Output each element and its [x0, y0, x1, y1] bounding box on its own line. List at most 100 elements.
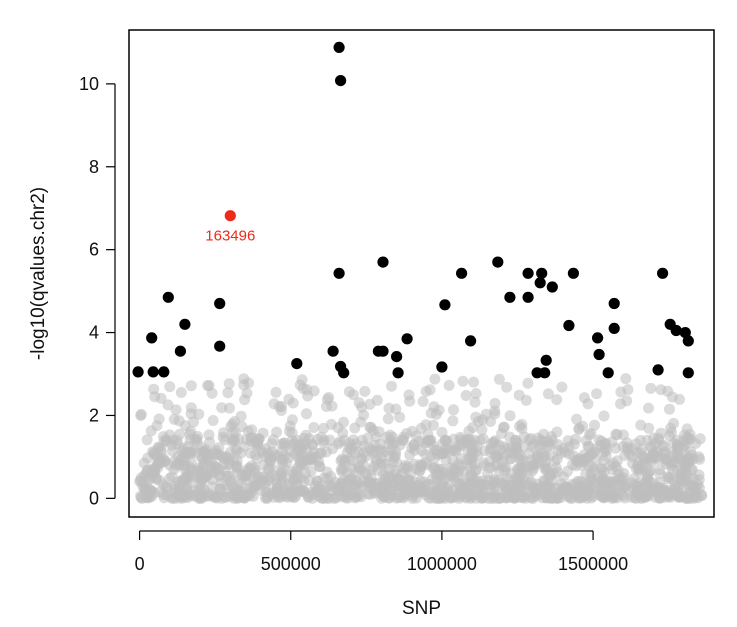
- background-point: [414, 465, 426, 477]
- background-point: [203, 429, 215, 441]
- significant-points: [132, 41, 694, 379]
- y-tick-label: 10: [79, 74, 99, 94]
- background-point: [308, 385, 320, 397]
- background-point: [674, 393, 685, 405]
- background-point: [208, 491, 220, 503]
- background-point: [573, 490, 585, 502]
- background-point: [175, 387, 187, 398]
- background-point: [615, 386, 627, 398]
- background-point: [663, 473, 674, 485]
- background-point: [644, 465, 656, 477]
- background-point: [135, 408, 147, 420]
- significant-point: [291, 358, 303, 370]
- background-point: [206, 481, 218, 493]
- background-point: [620, 373, 632, 385]
- y-tick-label: 2: [89, 405, 99, 425]
- significant-point: [335, 75, 347, 87]
- background-point: [223, 378, 235, 390]
- y-tick-label: 4: [89, 323, 99, 343]
- background-point: [570, 433, 582, 445]
- x-axis-title: SNP: [402, 598, 441, 619]
- background-point: [270, 386, 282, 398]
- significant-point: [539, 367, 551, 379]
- significant-point: [593, 348, 605, 361]
- background-point: [296, 485, 308, 497]
- background-point: [339, 434, 350, 446]
- background-point: [154, 486, 166, 498]
- background-point: [388, 475, 399, 486]
- background-point: [223, 470, 235, 482]
- background-point: [495, 477, 507, 489]
- background-point: [437, 477, 449, 489]
- significant-point: [392, 367, 404, 379]
- background-point: [504, 452, 516, 464]
- background-point: [400, 459, 411, 471]
- x-tick-label: 0: [135, 554, 145, 574]
- significant-point: [439, 299, 451, 311]
- background-point: [605, 485, 617, 497]
- background-point: [323, 392, 335, 403]
- background-point: [477, 485, 489, 497]
- background-point: [549, 456, 561, 467]
- background-point: [382, 413, 394, 425]
- background-point: [635, 419, 647, 431]
- background-point: [493, 439, 505, 451]
- background-point: [154, 455, 166, 467]
- background-point: [426, 473, 438, 485]
- background-point: [135, 492, 147, 504]
- background-point: [268, 398, 280, 410]
- background-point: [515, 455, 527, 467]
- background-point: [194, 482, 206, 494]
- significant-point: [162, 291, 174, 303]
- significant-point: [214, 340, 226, 352]
- background-point: [164, 429, 176, 441]
- background-point: [149, 391, 161, 403]
- background-point: [654, 464, 666, 476]
- background-point: [322, 480, 334, 492]
- background-point: [191, 466, 203, 477]
- background-point: [174, 428, 186, 440]
- significant-point: [504, 291, 516, 303]
- background-point: [336, 477, 348, 489]
- background-point: [684, 456, 696, 467]
- significant-point: [546, 281, 558, 293]
- background-point: [470, 388, 482, 399]
- y-tick-label: 8: [89, 157, 99, 177]
- background-point: [318, 422, 329, 434]
- background-point: [347, 482, 359, 494]
- background-point: [683, 479, 694, 491]
- background-point: [676, 471, 688, 483]
- background-point: [578, 392, 590, 404]
- background-point: [398, 490, 410, 502]
- background-point: [202, 380, 214, 392]
- background-point: [196, 490, 208, 502]
- significant-point: [682, 335, 694, 347]
- background-point: [339, 456, 350, 468]
- significant-point: [146, 332, 158, 344]
- background-point: [351, 467, 362, 478]
- background-point: [525, 433, 537, 444]
- background-point: [185, 380, 197, 392]
- significant-point: [401, 333, 413, 345]
- significant-point: [147, 366, 159, 378]
- significant-point: [567, 267, 580, 279]
- significant-point: [327, 345, 339, 357]
- highlight-points: [224, 210, 236, 222]
- background-point: [522, 377, 534, 389]
- background-point: [227, 418, 239, 430]
- background-point: [504, 431, 516, 443]
- x-tick-label: 1000000: [407, 554, 477, 574]
- background-point: [397, 434, 409, 446]
- background-points: [134, 373, 708, 504]
- background-point: [540, 465, 552, 477]
- background-point: [694, 433, 706, 445]
- background-point: [484, 462, 496, 474]
- significant-point: [377, 256, 389, 268]
- background-point: [238, 468, 250, 480]
- plot-frame: [128, 29, 715, 518]
- background-point: [141, 434, 153, 446]
- significant-point: [534, 277, 546, 289]
- background-point: [347, 389, 359, 401]
- background-point: [169, 480, 181, 492]
